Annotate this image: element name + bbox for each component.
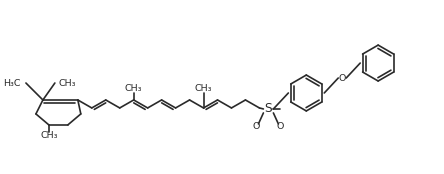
Text: H₃C: H₃C	[4, 78, 21, 88]
Text: O: O	[253, 122, 260, 131]
Text: CH₃: CH₃	[40, 131, 58, 140]
Text: CH₃: CH₃	[59, 78, 76, 88]
Text: CH₃: CH₃	[125, 85, 143, 93]
Text: CH₃: CH₃	[195, 85, 212, 93]
Text: O: O	[338, 74, 346, 82]
Text: S: S	[265, 102, 272, 116]
Text: O: O	[277, 122, 284, 131]
